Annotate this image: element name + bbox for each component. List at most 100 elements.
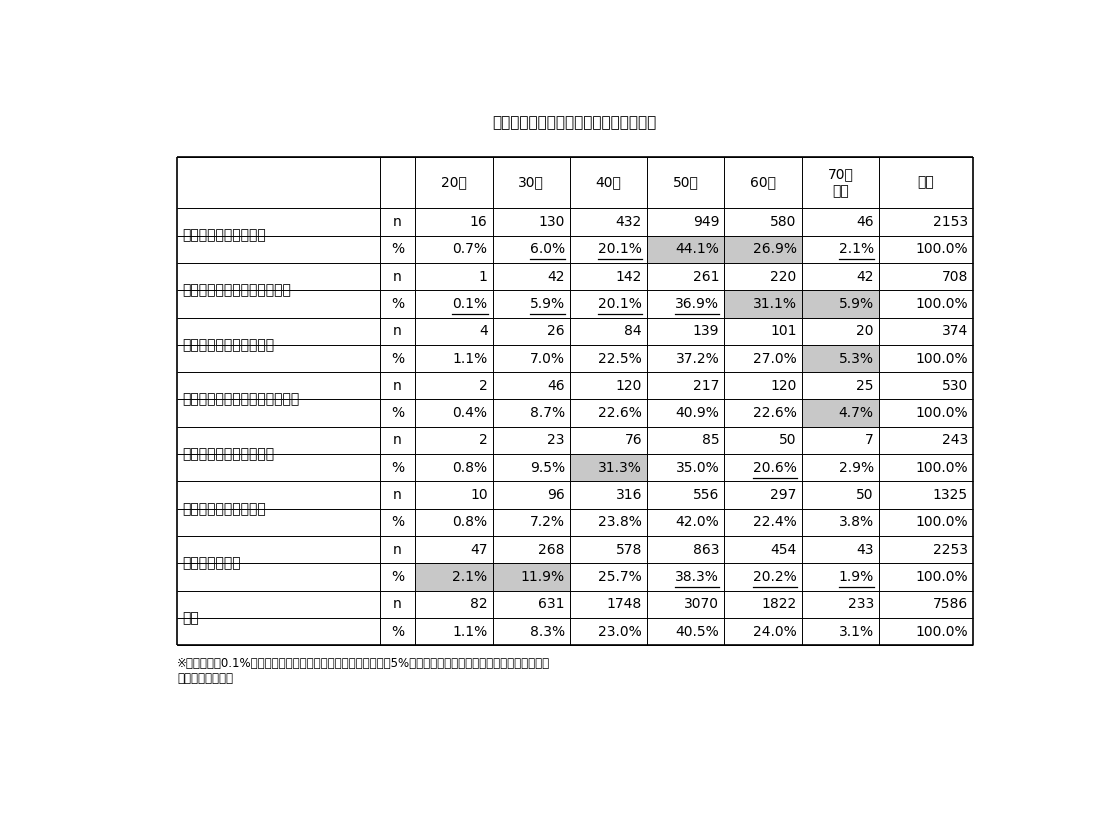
Text: 27.0%: 27.0%	[752, 351, 797, 366]
Text: 268: 268	[538, 543, 565, 557]
Text: 233: 233	[848, 598, 874, 611]
Bar	[802, 290, 879, 318]
Text: n: n	[393, 215, 402, 229]
Bar	[802, 399, 879, 427]
Text: 0.8%: 0.8%	[452, 461, 488, 475]
Text: 100.0%: 100.0%	[915, 242, 968, 256]
Text: 50代: 50代	[673, 176, 699, 189]
Text: 556: 556	[692, 488, 719, 502]
Bar	[570, 454, 647, 481]
Text: 20代: 20代	[441, 176, 468, 189]
Text: 220: 220	[770, 270, 797, 284]
Text: 1.1%: 1.1%	[452, 624, 488, 639]
Text: 100.0%: 100.0%	[915, 624, 968, 639]
Text: 0.8%: 0.8%	[452, 515, 488, 529]
Text: 1.1%: 1.1%	[452, 351, 488, 366]
Text: 20.6%: 20.6%	[752, 461, 797, 475]
Text: %: %	[391, 351, 404, 366]
Text: 0.4%: 0.4%	[452, 406, 488, 420]
Text: 10: 10	[470, 488, 488, 502]
Bar	[493, 563, 570, 591]
Text: 24.0%: 24.0%	[752, 624, 797, 639]
Text: %: %	[391, 461, 404, 475]
Text: 96: 96	[547, 488, 565, 502]
Text: 25: 25	[856, 379, 874, 393]
Text: 不定期に活動している: 不定期に活動している	[183, 502, 266, 515]
Text: 37.2%: 37.2%	[676, 351, 719, 366]
Text: 42: 42	[856, 270, 874, 284]
Text: 26.9%: 26.9%	[752, 242, 797, 256]
Bar	[725, 236, 802, 263]
Text: 20.1%: 20.1%	[598, 242, 642, 256]
Text: 100.0%: 100.0%	[915, 515, 968, 529]
Text: 374: 374	[942, 324, 968, 338]
Text: 2153: 2153	[933, 215, 968, 229]
Bar	[647, 236, 725, 263]
Text: 22.6%: 22.6%	[598, 406, 642, 420]
Text: 1822: 1822	[761, 598, 797, 611]
Text: 120: 120	[616, 379, 642, 393]
Text: 100.0%: 100.0%	[915, 351, 968, 366]
Bar	[177, 157, 973, 646]
Text: 2: 2	[479, 379, 488, 393]
Text: %: %	[391, 570, 404, 584]
Text: 1: 1	[479, 270, 488, 284]
Text: 580: 580	[770, 215, 797, 229]
Text: 297: 297	[770, 488, 797, 502]
Text: 7586: 7586	[933, 598, 968, 611]
Text: 合計: 合計	[917, 176, 934, 189]
Text: 1325: 1325	[933, 488, 968, 502]
Text: 8.7%: 8.7%	[530, 406, 565, 420]
Text: 243: 243	[942, 433, 968, 447]
Text: 20.2%: 20.2%	[752, 570, 797, 584]
Text: 100.0%: 100.0%	[915, 461, 968, 475]
Text: 2.1%: 2.1%	[839, 242, 874, 256]
Text: 44.1%: 44.1%	[676, 242, 719, 256]
Text: ※クロス表は0.1%水準で統計的に有意。調整済み残差を求め、5%水準で値が大きい箇所に網掛け、小さい箇所
に下線を付した。: ※クロス表は0.1%水準で統計的に有意。調整済み残差を求め、5%水準で値が大きい…	[177, 657, 551, 685]
Text: 8.3%: 8.3%	[530, 624, 565, 639]
Text: 2.9%: 2.9%	[839, 461, 874, 475]
Text: n: n	[393, 379, 402, 393]
Text: %: %	[391, 297, 404, 311]
Text: 31.1%: 31.1%	[752, 297, 797, 311]
Text: 7.2%: 7.2%	[530, 515, 565, 529]
Text: 217: 217	[692, 379, 719, 393]
Text: 23.8%: 23.8%	[598, 515, 642, 529]
Text: 月１回程度活動している: 月１回程度活動している	[183, 447, 275, 461]
Text: 454: 454	[770, 543, 797, 557]
Text: 530: 530	[942, 379, 968, 393]
Text: 31.3%: 31.3%	[598, 461, 642, 475]
Text: 949: 949	[692, 215, 719, 229]
Text: 0.1%: 0.1%	[452, 297, 488, 311]
Text: %: %	[391, 515, 404, 529]
Text: 22.5%: 22.5%	[598, 351, 642, 366]
Text: 11.9%: 11.9%	[521, 570, 565, 584]
Text: %: %	[391, 406, 404, 420]
Text: %: %	[391, 624, 404, 639]
Text: 100.0%: 100.0%	[915, 297, 968, 311]
Text: 70代
以上: 70代 以上	[828, 167, 853, 198]
Text: 40代: 40代	[596, 176, 622, 189]
Text: 23.0%: 23.0%	[598, 624, 642, 639]
Text: 月に２～３回程度活動している: 月に２～３回程度活動している	[183, 393, 299, 406]
Text: 261: 261	[692, 270, 719, 284]
Text: 1.9%: 1.9%	[839, 570, 874, 584]
Text: n: n	[393, 488, 402, 502]
Text: 139: 139	[692, 324, 719, 338]
Bar	[802, 345, 879, 372]
Text: 46: 46	[547, 379, 565, 393]
Text: 7: 7	[865, 433, 874, 447]
Bar	[725, 290, 802, 318]
Text: 120: 120	[770, 379, 797, 393]
Bar	[416, 563, 493, 591]
Text: n: n	[393, 324, 402, 338]
Text: 46: 46	[856, 215, 874, 229]
Text: 4.7%: 4.7%	[839, 406, 874, 420]
Text: %: %	[391, 242, 404, 256]
Text: 5.9%: 5.9%	[530, 297, 565, 311]
Text: 863: 863	[692, 543, 719, 557]
Text: 631: 631	[538, 598, 565, 611]
Text: 1748: 1748	[607, 598, 642, 611]
Text: n: n	[393, 598, 402, 611]
Text: 3.1%: 3.1%	[839, 624, 874, 639]
